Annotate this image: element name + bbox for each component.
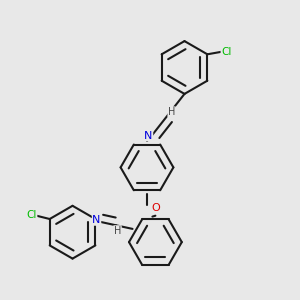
Text: Cl: Cl: [221, 47, 232, 57]
Text: N: N: [92, 215, 101, 225]
Text: N: N: [144, 131, 153, 141]
Text: H: H: [114, 226, 121, 236]
Text: O: O: [151, 203, 160, 213]
Text: Cl: Cl: [26, 209, 37, 220]
Text: H: H: [168, 107, 175, 117]
